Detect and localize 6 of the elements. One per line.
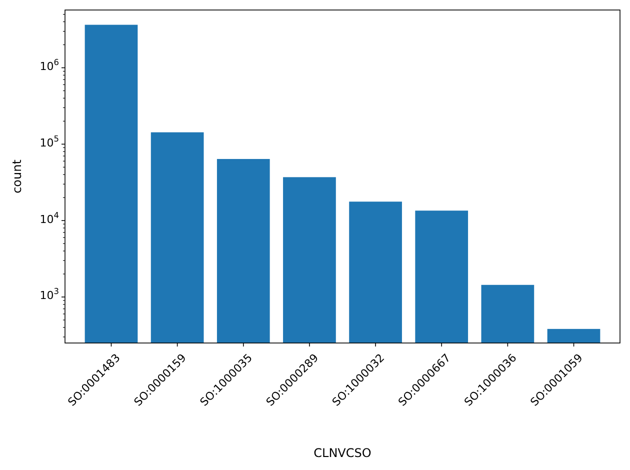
- y-axis-title: count: [10, 159, 24, 194]
- y-tick-label: 10$^{5}$: [40, 133, 59, 150]
- y-tick-label: 10$^{6}$: [40, 56, 59, 73]
- x-axis-title: CLNVCSO: [314, 446, 372, 460]
- y-tick-label: 10$^{3}$: [40, 286, 59, 302]
- y-tick-label: 10$^{4}$: [40, 210, 59, 226]
